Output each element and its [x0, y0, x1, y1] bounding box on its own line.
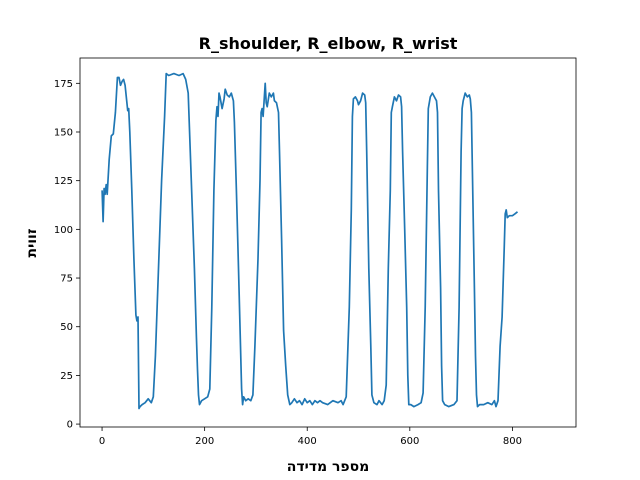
x-tick-label: 600: [400, 436, 419, 447]
x-axis-label: מספר מדידה: [287, 459, 370, 475]
x-tick-label: 400: [298, 436, 317, 447]
y-tick-label: 125: [54, 176, 73, 187]
chart-title: R_shoulder, R_elbow, R_wrist: [199, 34, 458, 53]
series-line: [101, 72, 519, 410]
axes-frame: [79, 57, 577, 428]
x-tick-label: 800: [503, 436, 522, 447]
y-tick-label: 25: [60, 371, 73, 382]
y-axis-label: זווית: [24, 229, 40, 258]
y-tick-label: 50: [60, 322, 73, 333]
y-tick-label: 100: [54, 225, 73, 236]
x-tick-label: 200: [195, 436, 214, 447]
y-axis-ticks: 0 25 50 75 100 125 150 175: [54, 79, 80, 431]
x-axis-ticks: 0 200 400 600 800: [99, 427, 522, 447]
x-tick-label: 0: [99, 436, 105, 447]
y-tick-label: 75: [60, 274, 73, 285]
y-tick-label: 0: [67, 420, 73, 431]
y-tick-label: 175: [54, 79, 73, 90]
y-tick-label: 150: [54, 127, 73, 138]
